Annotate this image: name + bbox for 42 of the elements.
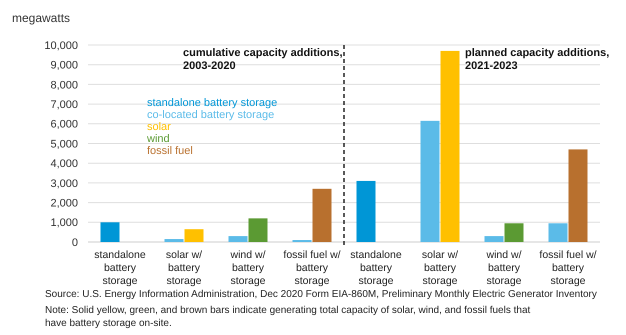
y-tick-label: 3,000	[50, 178, 78, 190]
y-tick-label: 5,000	[50, 138, 78, 150]
bar	[164, 239, 184, 242]
bar	[248, 218, 268, 242]
bar	[548, 223, 568, 242]
y-tick-label: 7,000	[50, 98, 78, 111]
bar	[184, 229, 204, 242]
annotation: planned capacity additions, 2021-2023	[465, 47, 610, 72]
text: fossil fuel	[147, 145, 193, 157]
x-tick-label: solar w/ battery storage	[422, 249, 458, 287]
text: standalone battery storage	[147, 97, 278, 109]
x-tick-label: fossil fuel w/ battery storage	[283, 249, 341, 287]
y-tick-label: 6,000	[50, 118, 78, 131]
source-note: Source: U.S. Energy Information Administration, Dec 2020 Form EIA-860M, Preliminary Monthly Electric Generator Inventory	[45, 289, 597, 300]
y-axis-title: megawatts	[12, 11, 70, 25]
x-tick-label: wind w/ battery storage	[485, 249, 522, 287]
y-tick-label: 4,000	[50, 158, 78, 170]
y-tick-label: 2,000	[50, 197, 78, 210]
bar	[440, 50, 460, 242]
text: Note: Solid yellow, green, and brown bars indicate generating total capacity of solar, wind, and fossil fuels that have battery storage on-site.	[45, 305, 531, 329]
bar	[228, 236, 248, 242]
text: wind	[146, 133, 170, 145]
y-tick-label: 9,000	[50, 60, 78, 72]
y-tick-label: 10,000	[44, 40, 78, 52]
bar	[568, 149, 588, 242]
x-tick-label: solar w/ battery storage	[166, 249, 202, 287]
y-tick-label: 1,000	[50, 217, 78, 230]
annotation: cumulative capacity additions, 2003-2020	[183, 47, 343, 72]
bar	[356, 180, 376, 242]
x-tick-label: standalone battery storage	[94, 249, 146, 287]
bar	[100, 222, 120, 242]
y-tick-label: 8,000	[50, 79, 78, 92]
x-tick-label: standalone battery storage	[350, 249, 402, 287]
y-tick-label: 0	[72, 236, 78, 249]
bar	[312, 188, 332, 242]
bar	[420, 120, 440, 242]
x-tick-label: wind w/ battery storage	[229, 249, 266, 287]
text: solar	[147, 121, 172, 133]
text: co-located battery storage	[147, 109, 274, 121]
bar	[504, 223, 524, 242]
x-tick-label: fossil fuel w/ battery storage	[539, 249, 597, 287]
bar	[484, 236, 504, 242]
